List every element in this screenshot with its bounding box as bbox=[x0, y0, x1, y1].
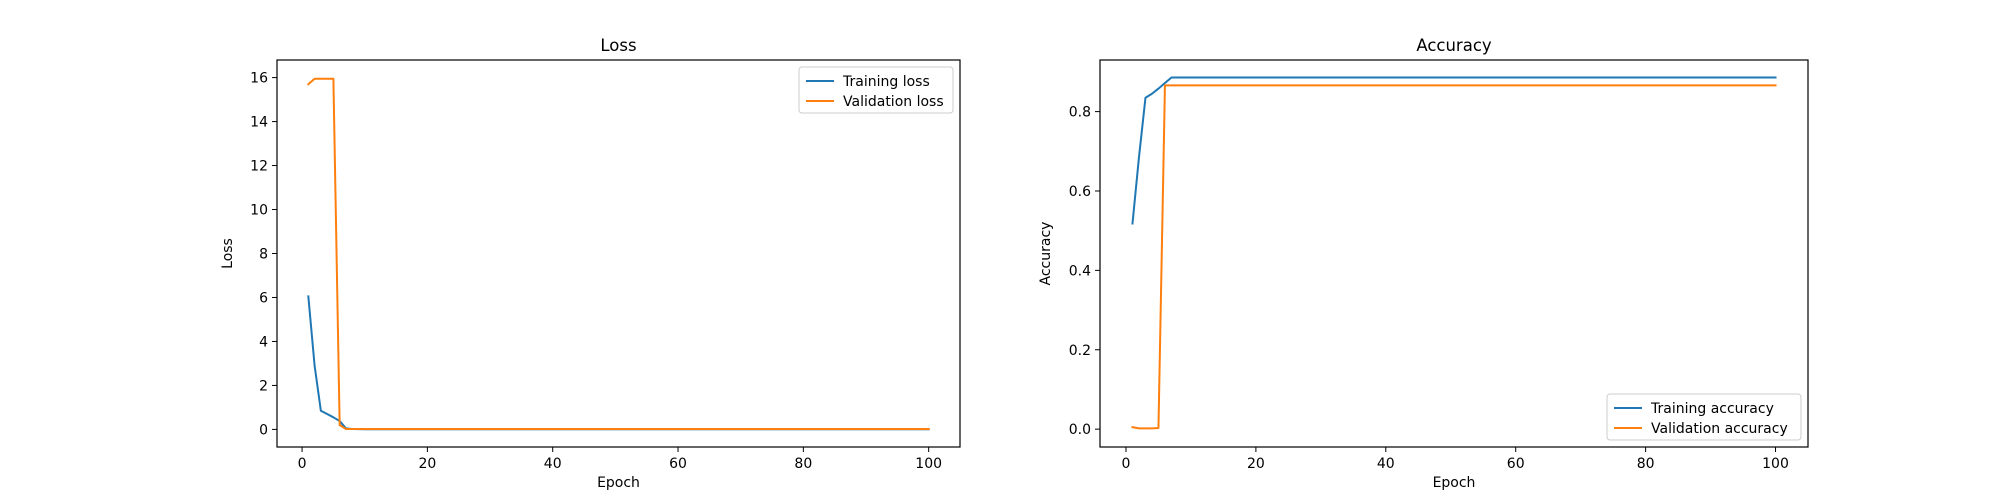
accuracy-y-axis-label: Accuracy bbox=[1038, 222, 1054, 286]
accuracy-series-line-validation-accuracy bbox=[1131, 84, 1777, 430]
accuracy-x-tick-label: 80 bbox=[1637, 456, 1655, 472]
loss-plot-frame bbox=[276, 59, 961, 448]
accuracy-legend-label: Validation accuracy bbox=[1651, 421, 1788, 437]
loss-x-tick-label: 60 bbox=[669, 456, 687, 472]
loss-y-tick-label: 16 bbox=[250, 71, 268, 87]
accuracy-legend-box bbox=[1606, 393, 1802, 441]
loss-y-tick-label: 10 bbox=[250, 203, 268, 219]
loss-legend-box bbox=[798, 66, 954, 114]
accuracy-y-tick-label: 0.8 bbox=[1069, 105, 1091, 121]
loss-y-tick-label: 4 bbox=[259, 334, 268, 350]
accuracy-x-tick-label: 100 bbox=[1762, 456, 1789, 472]
accuracy-y-tick-label: 0.2 bbox=[1069, 343, 1091, 359]
loss-legend-label: Validation loss bbox=[843, 94, 944, 110]
loss-x-tick-label: 0 bbox=[298, 456, 307, 472]
accuracy-plot-frame bbox=[1099, 59, 1809, 448]
accuracy-y-tick-label: 0.0 bbox=[1069, 422, 1091, 438]
loss-y-axis-label: Loss bbox=[220, 238, 236, 269]
loss-chart-title: Loss bbox=[600, 36, 636, 55]
accuracy-y-tick-label: 0.4 bbox=[1069, 263, 1091, 279]
accuracy-series-line-training-accuracy bbox=[1131, 76, 1777, 225]
loss-x-tick-label: 80 bbox=[794, 456, 812, 472]
loss-legend: Training loss Validation loss bbox=[798, 66, 954, 114]
accuracy-x-tick-label: 20 bbox=[1247, 456, 1265, 472]
loss-x-tick-label: 100 bbox=[915, 456, 942, 472]
accuracy-chart-panel: Accuracy 0 20 40 60 80 100 0.0 0.2 0.4 0.6 0.8 Epoch… bbox=[1038, 36, 1809, 491]
accuracy-x-tick-label: 40 bbox=[1377, 456, 1395, 472]
accuracy-y-tick-label: 0.6 bbox=[1069, 184, 1091, 200]
loss-x-tick-label: 20 bbox=[418, 456, 436, 472]
loss-y-tick-label: 2 bbox=[259, 378, 268, 394]
accuracy-legend: Training accuracy Validation accuracy bbox=[1606, 393, 1802, 441]
loss-y-tick-label: 12 bbox=[250, 159, 268, 175]
loss-chart-panel: Loss 0 20 40 60 80 100 0 2 4 6 8 10 12 14 16 Epoch Loss Tr… bbox=[220, 36, 961, 491]
loss-series-line-validation-loss bbox=[306, 77, 930, 430]
loss-y-tick-label: 6 bbox=[259, 290, 268, 306]
accuracy-x-tick-label: 0 bbox=[1122, 456, 1131, 472]
accuracy-chart-title: Accuracy bbox=[1416, 36, 1492, 55]
accuracy-x-tick-label: 60 bbox=[1507, 456, 1525, 472]
accuracy-x-axis-label: Epoch bbox=[1433, 475, 1476, 491]
loss-x-axis-label: Epoch bbox=[597, 475, 640, 491]
loss-legend-label: Training loss bbox=[842, 74, 930, 90]
loss-y-tick-label: 8 bbox=[259, 247, 268, 263]
loss-x-tick-label: 40 bbox=[544, 456, 562, 472]
loss-y-tick-label: 14 bbox=[250, 115, 268, 131]
accuracy-legend-label: Training accuracy bbox=[1650, 401, 1774, 417]
loss-y-tick-label: 0 bbox=[259, 422, 268, 438]
